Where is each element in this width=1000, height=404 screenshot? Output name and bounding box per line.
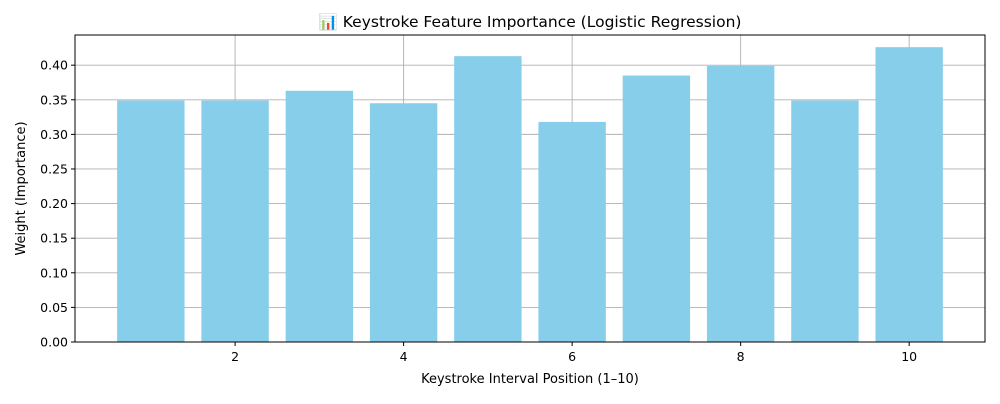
x-axis-ticks: 2 4 6 8 10 bbox=[231, 342, 917, 364]
bar-8 bbox=[706, 65, 775, 343]
x-tick-label: 2 bbox=[231, 349, 239, 364]
bars bbox=[117, 47, 943, 343]
y-axis-ticks: 0.00 0.05 0.10 0.15 0.20 0.25 0.30 0.35 0.40 bbox=[40, 58, 75, 350]
bar-4 bbox=[369, 103, 438, 342]
x-tick-label: 4 bbox=[400, 349, 408, 364]
x-axis-label: Keystroke Interval Position (1–10) bbox=[421, 372, 639, 387]
bar-9 bbox=[791, 100, 859, 342]
x-tick-label: 10 bbox=[901, 349, 917, 364]
plot-frame bbox=[74, 34, 986, 343]
y-axis-label: Weight (Importance) bbox=[14, 121, 29, 255]
y-tick-label: 0.35 bbox=[40, 92, 68, 107]
y-tick-label: 0.05 bbox=[40, 300, 68, 315]
y-tick-label: 0.20 bbox=[40, 196, 68, 211]
y-tick-label: 0.40 bbox=[40, 58, 68, 73]
bar-5 bbox=[454, 56, 522, 342]
x-tick-label: 8 bbox=[737, 349, 745, 364]
chart-title: 📊 Keystroke Feature Importance (Logistic… bbox=[319, 12, 742, 31]
bar-2 bbox=[201, 100, 269, 342]
bar-6 bbox=[538, 121, 606, 342]
y-tick-label: 0.15 bbox=[40, 231, 68, 246]
y-tick-label: 0.25 bbox=[40, 161, 68, 176]
y-tick-label: 0.10 bbox=[40, 265, 68, 280]
x-tick-label: 6 bbox=[568, 349, 576, 364]
y-tick-label: 0.00 bbox=[40, 335, 68, 350]
bar-7 bbox=[622, 75, 691, 343]
bar-10 bbox=[875, 47, 943, 342]
bar-1 bbox=[117, 100, 185, 342]
y-tick-label: 0.30 bbox=[40, 127, 68, 142]
bar-3 bbox=[285, 90, 354, 343]
